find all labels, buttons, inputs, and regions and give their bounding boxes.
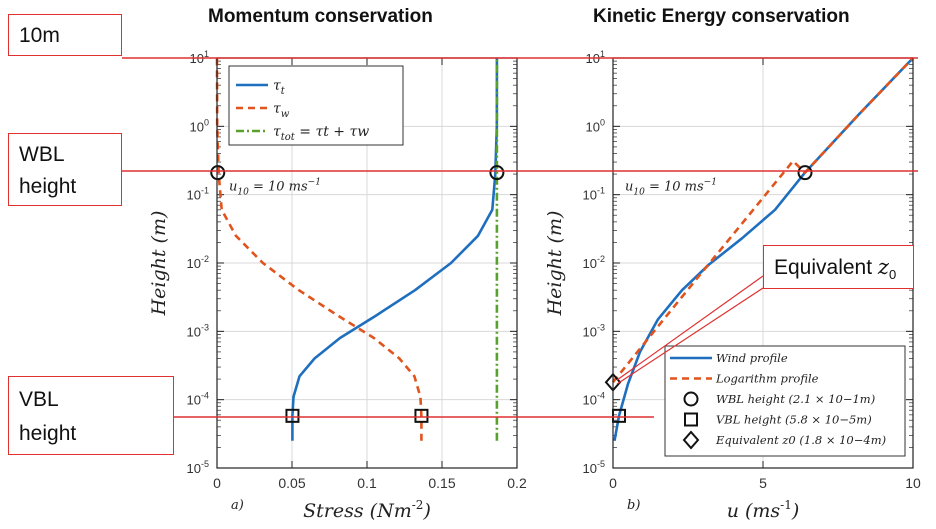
x-tick-label: 10 <box>905 475 921 491</box>
x-tick-label: 0.1 <box>357 475 377 491</box>
y-tick-label: 100 <box>586 117 605 134</box>
y-tick-label: 10-2 <box>583 254 605 271</box>
equivalent-z0-callout: Equivalent z0 <box>763 245 914 289</box>
x-tick-label: 0 <box>609 475 617 491</box>
equiv-text: Equivalent <box>774 256 873 279</box>
chart-title-kinetic: Kinetic Energy conservation <box>593 6 850 27</box>
x-axis-label: u (ms-1) <box>727 498 800 522</box>
legend-label: WBL height (2.1 × 10−1m) <box>716 392 875 406</box>
vbl-line2: height <box>19 422 77 445</box>
legend-label: Logarithm profile <box>715 372 819 386</box>
equiv-subscript: 0 <box>889 267 897 283</box>
series-line <box>291 57 499 441</box>
legend-label: VBL height (5.8 × 10−5m) <box>716 413 872 427</box>
y-tick-label: 100 <box>190 117 209 134</box>
legend-box <box>228 65 404 146</box>
y-axis-label: Height (m) <box>148 211 170 317</box>
vbl-line1: VBL <box>19 388 59 411</box>
annotation-overlay <box>122 57 918 418</box>
annotation-u10: u10 = 10 ms−1 <box>625 178 717 198</box>
legend-label: τt <box>273 78 286 97</box>
y-tick-label: 10-4 <box>583 391 605 408</box>
x-axis-label: Stress (Nm-2) <box>303 498 431 522</box>
x-tick-label: 0 <box>213 475 221 491</box>
legend-label: Wind profile <box>716 351 788 365</box>
legend: Wind profile Logarithm profile WBL height … <box>664 345 906 457</box>
annotation-u10: u10 = 10 ms−1 <box>229 178 321 198</box>
y-tick-label: 10-2 <box>187 254 209 271</box>
equiv-symbol: z <box>877 255 889 279</box>
y-tick-label: 10-1 <box>583 186 605 203</box>
ten-m-callout: 10m <box>8 14 122 56</box>
panel-label: b) <box>627 498 640 513</box>
y-axis-label: Height (m) <box>544 211 566 317</box>
legend-label: τw <box>273 101 290 120</box>
x-tick-label: 0.2 <box>507 475 527 491</box>
y-tick-label: 10-4 <box>187 391 209 408</box>
ten-m-text: 10m <box>19 24 60 47</box>
legend-label: τtot = τt + τw <box>273 124 369 143</box>
data-marker-square <box>285 408 300 423</box>
series-line <box>611 57 914 384</box>
vbl-height-callout: VBL height <box>8 376 174 455</box>
legend-marker-diamond <box>682 430 700 450</box>
data-marker-circle <box>210 165 226 181</box>
y-tick-label: 10-3 <box>187 322 209 339</box>
legend: τt τw τtot = τt + τw <box>228 65 404 146</box>
series-line <box>215 57 423 441</box>
y-tick-label: 10-5 <box>187 459 209 476</box>
chart-title-momentum: Momentum conservation <box>208 6 433 27</box>
panel-label: a) <box>231 498 244 513</box>
equiv-connector-upper <box>616 275 764 381</box>
equiv-connector-lower <box>616 287 764 385</box>
legend-marker-square <box>684 412 698 427</box>
x-tick-label: 0.15 <box>428 475 455 491</box>
y-tick-label: 10-1 <box>187 186 209 203</box>
legend-marker-circle <box>683 391 699 407</box>
y-tick-label: 10-3 <box>583 322 605 339</box>
x-tick-label: 0.05 <box>278 475 305 491</box>
data-marker-circle <box>489 165 505 181</box>
x-tick-label: 5 <box>759 475 767 491</box>
y-tick-label: 10-5 <box>583 459 605 476</box>
legend-box <box>664 345 906 457</box>
data-marker-circle <box>797 165 813 181</box>
wbl-height-callout: WBL height <box>8 133 122 206</box>
legend-label: Equivalent z0 (1.8 × 10−4m) <box>715 433 886 447</box>
wbl-line2: height <box>19 175 77 198</box>
wbl-line1: WBL <box>19 143 65 166</box>
data-marker-square <box>414 408 429 423</box>
